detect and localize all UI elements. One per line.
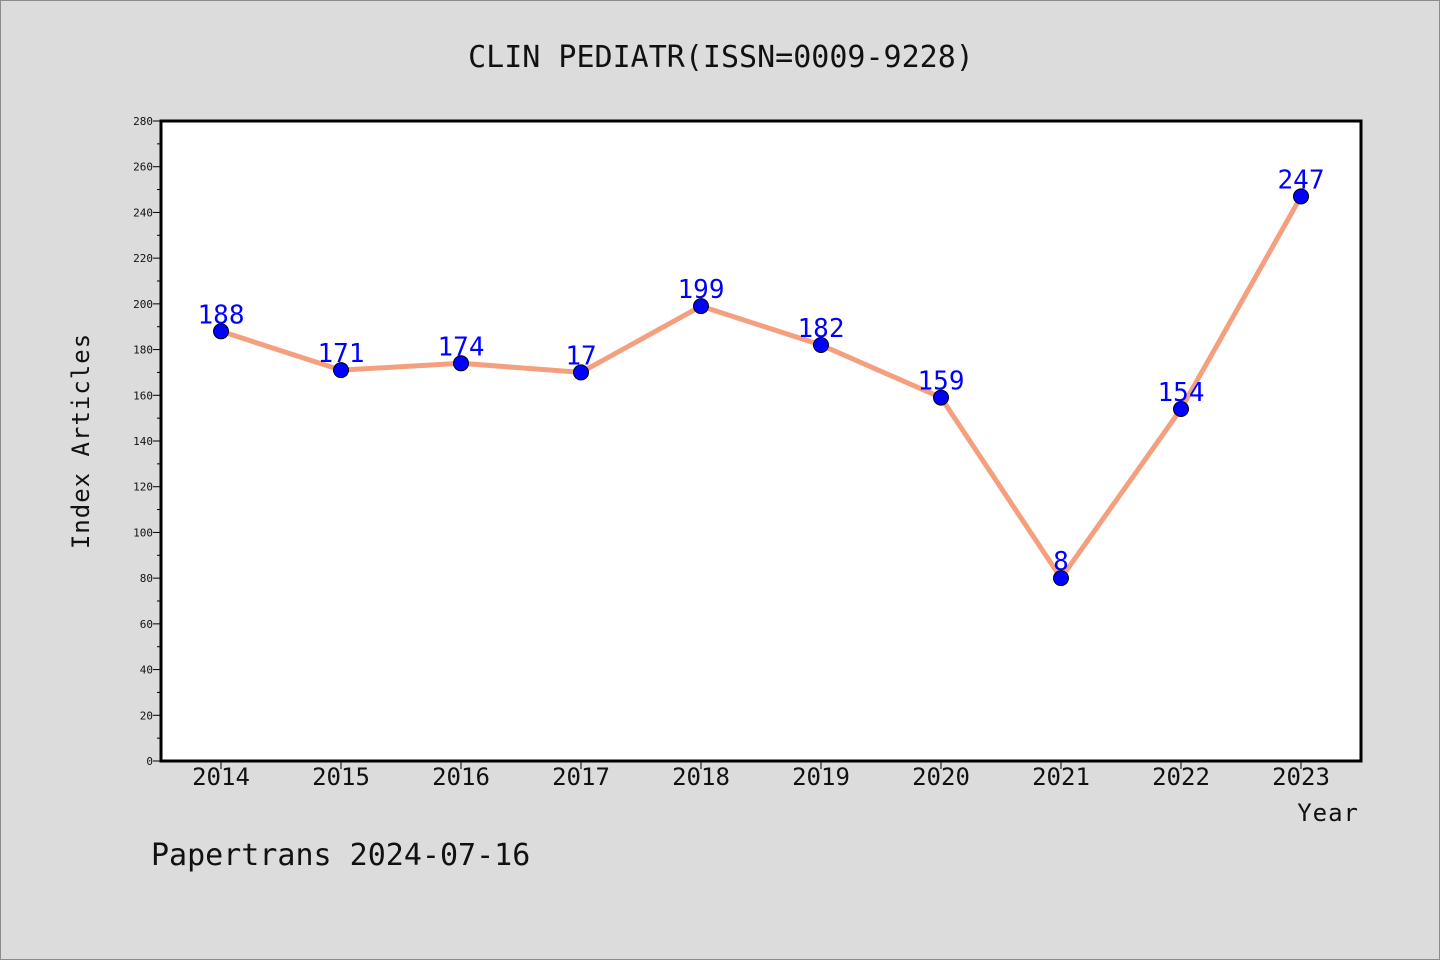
data-label: 171 (318, 339, 365, 369)
y-tick-label: 280 (133, 115, 153, 128)
data-point-marker (1293, 188, 1309, 205)
y-tick-label: 120 (133, 481, 153, 494)
y-tick-label: 160 (133, 389, 153, 402)
data-point-marker (573, 364, 589, 381)
y-tick-label: 0 (146, 755, 153, 768)
plot-area (161, 121, 1361, 761)
y-tick-label: 40 (140, 664, 153, 677)
footer-watermark: Papertrans 2024-07-16 (151, 838, 530, 873)
x-axis-label: Year (1297, 799, 1359, 827)
data-point-marker (693, 298, 709, 315)
x-tick-label: 2015 (312, 763, 370, 791)
data-label: 174 (438, 332, 485, 362)
x-tick-label: 2019 (792, 763, 850, 791)
plot-frame (159, 119, 1363, 763)
x-tick-label: 2016 (432, 763, 490, 791)
data-label: 8 (1053, 547, 1069, 577)
data-point-marker (213, 323, 229, 340)
y-axis-label: Index Articles (67, 333, 95, 549)
x-tick-label: 2020 (912, 763, 970, 791)
y-tick-label: 220 (133, 252, 153, 265)
data-label: 188 (198, 300, 245, 330)
data-point-marker (1053, 570, 1069, 587)
data-point-marker (933, 389, 949, 406)
y-tick-label: 260 (133, 161, 153, 174)
x-tick-label: 2022 (1152, 763, 1210, 791)
data-point-marker (453, 355, 469, 372)
y-tick-label: 80 (140, 572, 153, 585)
series-line (218, 193, 1304, 581)
data-label: 154 (1158, 378, 1205, 408)
series-group: 188 171 174 17 199 182 159 8 154 247 (198, 165, 1325, 587)
y-axis-ticks: 0 20 40 60 80 100 120 140 160 180 200 220 240 260 280 (133, 115, 161, 768)
x-tick-label: 2023 (1272, 763, 1330, 791)
chart-title: CLIN PEDIATR(ISSN=0009-9228) (468, 40, 974, 75)
data-point-marker (1173, 401, 1189, 417)
data-label: 247 (1278, 165, 1325, 195)
data-label: 159 (918, 367, 965, 397)
y-tick-label: 20 (140, 709, 153, 722)
data-point-marker (333, 362, 349, 379)
x-tick-label: 2021 (1032, 763, 1090, 791)
y-tick-label: 100 (133, 526, 153, 539)
x-tick-label: 2018 (672, 763, 730, 791)
y-tick-label: 180 (133, 344, 153, 357)
y-tick-label: 60 (140, 618, 153, 631)
data-label: 182 (798, 314, 845, 344)
x-tick-label: 2014 (192, 763, 250, 791)
x-axis-ticks: 2014 2015 2016 2017 2018 2019 2020 2021 2022 2023 (192, 761, 1330, 791)
y-tick-label: 240 (133, 206, 153, 219)
data-label: 199 (678, 275, 725, 305)
data-point-marker (813, 337, 829, 353)
data-label: 17 (565, 341, 596, 371)
y-tick-label: 140 (133, 435, 153, 448)
x-tick-label: 2017 (552, 763, 610, 791)
y-tick-label: 200 (133, 298, 153, 311)
